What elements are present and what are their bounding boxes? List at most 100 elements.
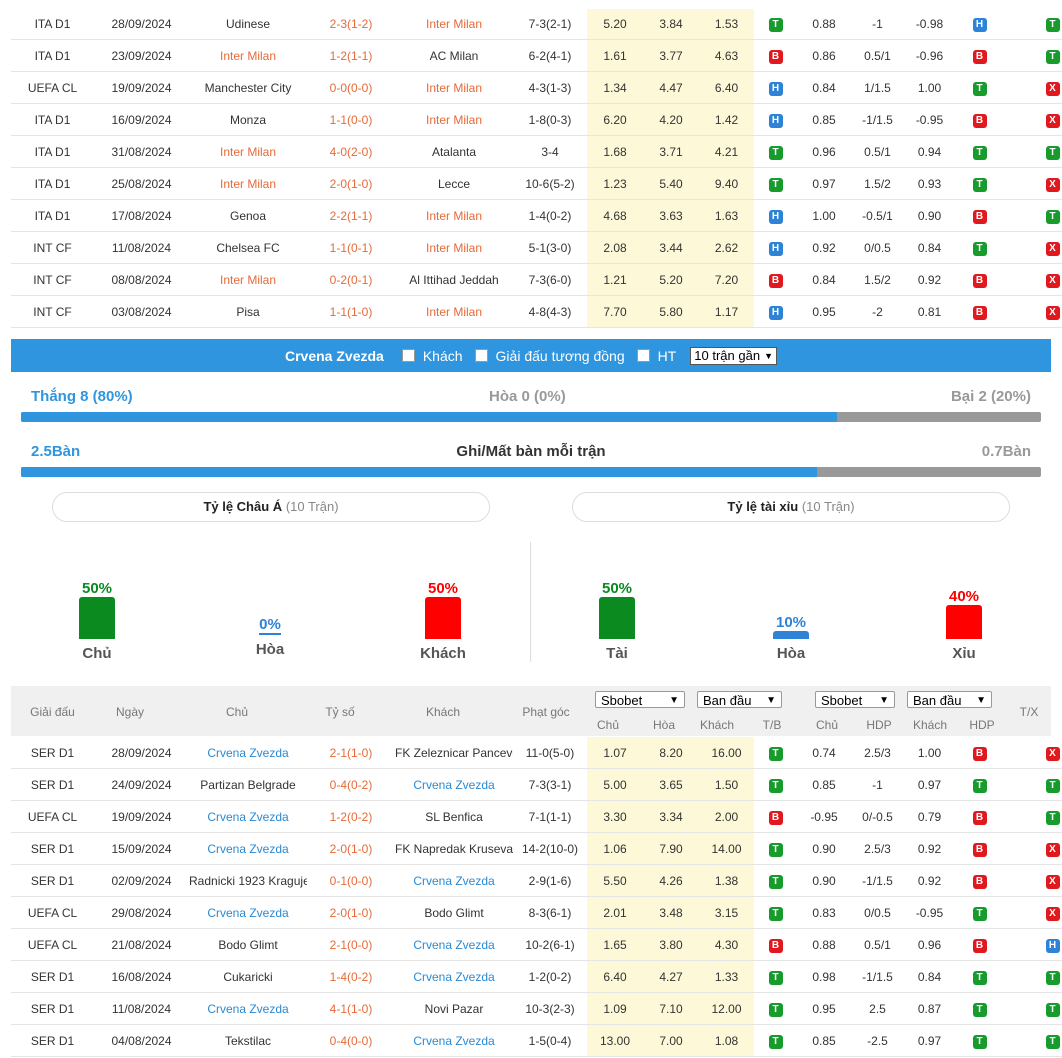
hdp-cell: 0.5/1 (851, 135, 904, 168)
hdp-company-value: Sbobet (821, 693, 863, 708)
score-cell: 1-2(1-1) (307, 39, 395, 72)
home-team-cell[interactable]: Monza (189, 103, 307, 136)
home-team-cell[interactable]: Cukaricki (189, 960, 307, 993)
league-cell: ITA D1 (11, 199, 94, 232)
table-row[interactable]: SER D1 11/08/2024 Crvena Zvezda 4-1(1-0) Nov… (11, 992, 1062, 1025)
hdp-cell: 1.5/2 (851, 263, 904, 296)
home-team-cell[interactable]: Bodo Glimt (189, 928, 307, 961)
odds-away-cell: 4.63 (699, 39, 754, 72)
home-team-cell[interactable]: Crvena Zvezda (189, 992, 307, 1025)
date-cell: 17/08/2024 (94, 199, 189, 232)
away-team-cell[interactable]: Crvena Zvezda (395, 864, 513, 897)
away-team-cell[interactable]: Inter Milan (395, 103, 513, 136)
home-team-cell[interactable]: Inter Milan (189, 135, 307, 168)
away-team-cell[interactable]: Crvena Zvezda (395, 768, 513, 801)
odds-draw-cell: 7.10 (643, 992, 699, 1025)
same-league-checkbox[interactable] (474, 349, 488, 362)
away-checkbox[interactable] (401, 349, 415, 362)
match-count-select[interactable]: 10 trận gần ▼ (690, 346, 777, 365)
odds-home-cell: 1.06 (587, 832, 643, 865)
percent-bar (599, 597, 635, 639)
home-team-cell[interactable]: Genoa (189, 199, 307, 232)
away-team-cell[interactable]: Inter Milan (395, 71, 513, 104)
corner-cell: 4-3(1-3) (513, 71, 587, 104)
table-row[interactable]: ITA D1 17/08/2024 Genoa 2-2(1-1) Inter Milan… (11, 199, 1062, 232)
table-row[interactable]: UEFA CL 19/09/2024 Manchester City 0-0(0-0)… (11, 71, 1062, 104)
home-team-cell[interactable]: Manchester City (189, 71, 307, 104)
away-team-cell[interactable]: Lecce (395, 167, 513, 200)
home-team-cell[interactable]: Inter Milan (189, 167, 307, 200)
table-row[interactable]: SER D1 16/08/2024 Cukaricki 1-4(0-2) Crvena … (11, 960, 1062, 993)
odds-type-select[interactable]: Ban đầu ▼ (697, 691, 782, 708)
away-team-cell[interactable]: Inter Milan (395, 295, 513, 328)
away-team-cell[interactable]: FK Zeleznicar Pancevo (395, 737, 513, 769)
hdp-home-cell: 0.95 (797, 992, 851, 1025)
score-cell: 2-1(1-0) (307, 737, 395, 769)
asian-column: 0% Hòa (230, 616, 310, 658)
table-row[interactable]: INT CF 03/08/2024 Pisa 1-1(1-0) Inter Milan 4… (11, 295, 1062, 328)
result-badge: T (1045, 778, 1060, 793)
away-team-cell[interactable]: Novi Pazar (395, 992, 513, 1025)
away-team-cell[interactable]: Bodo Glimt (395, 896, 513, 929)
odds-away-cell: 16.00 (699, 737, 754, 769)
result-badge: T (1045, 145, 1060, 160)
hdp-type-select[interactable]: Ban đầu ▼ (907, 691, 992, 708)
league-cell: SER D1 (11, 1024, 94, 1057)
home-team-cell[interactable]: Crvena Zvezda (189, 896, 307, 929)
percent-label: 50% (427, 580, 459, 597)
home-team-cell[interactable]: Tekstilac (189, 1024, 307, 1057)
table-row[interactable]: UEFA CL 19/09/2024 Crvena Zvezda 1-2(0-2) SL… (11, 800, 1062, 833)
result-badge: X (1045, 305, 1060, 320)
home-team-cell[interactable]: Inter Milan (189, 39, 307, 72)
table-row[interactable]: ITA D1 16/09/2024 Monza 1-1(0-0) Inter Milan… (11, 103, 1062, 136)
away-team-cell[interactable]: Crvena Zvezda (395, 1024, 513, 1057)
home-team-cell[interactable]: Udinese (189, 9, 307, 40)
date-cell: 31/08/2024 (94, 135, 189, 168)
date-cell: 16/09/2024 (94, 103, 189, 136)
date-cell: 21/08/2024 (94, 928, 189, 961)
odds-company-select[interactable]: Sbobet ▼ (595, 691, 685, 708)
home-team-cell[interactable]: Chelsea FC (189, 231, 307, 264)
result-badge: B (768, 810, 783, 825)
league-cell: INT CF (11, 231, 94, 264)
home-team-cell[interactable]: Partizan Belgrade (189, 768, 307, 801)
table-row[interactable]: ITA D1 31/08/2024 Inter Milan 4-0(2-0) Atala… (11, 135, 1062, 168)
away-team-cell[interactable]: Crvena Zvezda (395, 960, 513, 993)
home-team-cell[interactable]: Crvena Zvezda (189, 832, 307, 865)
away-team-cell[interactable]: SL Benfica (395, 800, 513, 833)
table-row[interactable]: SER D1 24/09/2024 Partizan Belgrade 0-4(0-2… (11, 768, 1062, 801)
home-team-cell[interactable]: Pisa (189, 295, 307, 328)
table-row[interactable]: SER D1 28/09/2024 Crvena Zvezda 2-1(1-0) FK … (11, 737, 1062, 769)
home-team-cell[interactable]: Inter Milan (189, 263, 307, 296)
hdp-home-cell: -0.95 (797, 800, 851, 833)
away-team-cell[interactable]: FK Napredak Krusevac (395, 832, 513, 865)
home-team-cell[interactable]: Crvena Zvezda (189, 737, 307, 769)
table-row[interactable]: SER D1 04/08/2024 Tekstilac 0-4(0-0) Crvena … (11, 1024, 1062, 1057)
table-row[interactable]: INT CF 11/08/2024 Chelsea FC 1-1(0-1) Inter … (11, 231, 1062, 264)
hdp-result-cell: T (955, 71, 1004, 104)
ht-checkbox[interactable] (636, 349, 650, 362)
odds-away-cell: 9.40 (699, 167, 754, 200)
away-team-cell[interactable]: Crvena Zvezda (395, 928, 513, 961)
away-team-cell[interactable]: Inter Milan (395, 9, 513, 40)
away-team-cell[interactable]: Atalanta (395, 135, 513, 168)
hdp-company-select[interactable]: Sbobet ▼ (815, 691, 895, 708)
table-row[interactable]: UEFA CL 29/08/2024 Crvena Zvezda 2-0(1-0) Bo… (11, 896, 1062, 929)
home-team-cell[interactable]: Radnicki 1923 Kragujevac (189, 864, 307, 897)
divider (530, 542, 531, 662)
table-row[interactable]: ITA D1 28/09/2024 Udinese 2-3(1-2) Inter Mil… (11, 9, 1062, 40)
away-team-cell[interactable]: Al Ittihad Jeddah (395, 263, 513, 296)
table-row[interactable]: INT CF 08/08/2024 Inter Milan 0-2(0-1) Al It… (11, 263, 1062, 296)
away-team-cell[interactable]: Inter Milan (395, 231, 513, 264)
table-row[interactable]: SER D1 15/09/2024 Crvena Zvezda 2-0(1-0) FK … (11, 832, 1062, 865)
tb-result-cell: T (754, 992, 797, 1025)
table-row[interactable]: UEFA CL 21/08/2024 Bodo Glimt 2-1(0-0) Crven… (11, 928, 1062, 961)
away-team-cell[interactable]: Inter Milan (395, 199, 513, 232)
result-badge: T (768, 842, 783, 857)
home-team-cell[interactable]: Crvena Zvezda (189, 800, 307, 833)
table-row[interactable]: ITA D1 25/08/2024 Inter Milan 2-0(1-0) Lecce… (11, 167, 1062, 200)
away-team-cell[interactable]: AC Milan (395, 39, 513, 72)
league-cell: SER D1 (11, 737, 94, 769)
table-row[interactable]: ITA D1 23/09/2024 Inter Milan 1-2(1-1) AC Mi… (11, 39, 1062, 72)
